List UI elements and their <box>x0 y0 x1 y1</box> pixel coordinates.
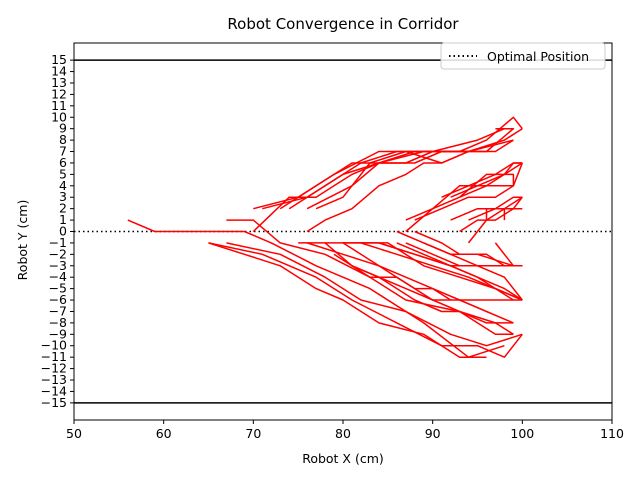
x-tick-label: 50 <box>66 426 82 441</box>
x-tick-label: 100 <box>510 426 534 441</box>
trajectory-line-24 <box>423 242 523 267</box>
trajectory-line-35 <box>485 207 506 221</box>
trajectory-line-34 <box>467 196 523 244</box>
trajectory-line-15 <box>306 242 514 301</box>
y-tick-label: 2 <box>59 201 67 216</box>
y-tick-label: −14 <box>41 383 67 398</box>
x-tick-label: 90 <box>425 426 441 441</box>
y-tick-label: 12 <box>51 86 67 101</box>
y-tick-label: −12 <box>41 361 67 376</box>
y-tick-label: 9 <box>59 121 67 136</box>
y-tick-label: −10 <box>41 338 67 353</box>
trajectory-line-29 <box>432 162 523 210</box>
y-tick-label: −7 <box>49 303 67 318</box>
trajectory-line-30 <box>414 162 523 221</box>
trajectory-line-32 <box>468 196 523 221</box>
y-tick-label: −2 <box>49 246 67 261</box>
y-tick-label: 15 <box>51 52 67 67</box>
y-tick-label: 3 <box>59 189 67 204</box>
trajectory-line-14 <box>298 242 514 336</box>
plot-area <box>74 59 612 404</box>
trajectory-line-17 <box>343 242 523 301</box>
x-tick-label: 60 <box>156 426 172 441</box>
y-tick-label: 10 <box>51 109 67 124</box>
y-tick-label: 0 <box>59 224 67 239</box>
y-tick-label: −15 <box>41 395 67 410</box>
y-tick-label: 8 <box>59 132 67 147</box>
y-tick-label: 11 <box>51 98 67 113</box>
trajectory-line-33 <box>459 196 523 233</box>
y-tick-label: −3 <box>49 258 67 273</box>
chart-title: Robot Convergence in Corridor <box>227 15 459 33</box>
axes: 50 60 70 80 90 100 110−15−14−13−12−11−10−9−8−7… <box>41 42 624 441</box>
y-tick-label: −4 <box>49 269 67 284</box>
y-tick-label: −11 <box>41 349 67 364</box>
trajectory-line-18 <box>360 242 523 301</box>
y-tick-label: 1 <box>59 212 67 227</box>
trajectory-line-3 <box>208 242 487 358</box>
y-tick-label: 7 <box>59 144 67 159</box>
x-tick-label: 110 <box>600 426 624 441</box>
trajectory-line-20 <box>396 242 523 301</box>
trajectory-line-13 <box>252 150 433 233</box>
legend: Optimal Position <box>440 42 606 70</box>
trajectory-line-12 <box>306 162 442 233</box>
trajectory-line-11 <box>315 139 514 210</box>
legend-box <box>440 42 606 70</box>
y-tick-label: 13 <box>51 75 67 90</box>
y-tick-label: −5 <box>49 281 67 296</box>
y-tick-label: −13 <box>41 372 67 387</box>
y-tick-label: 6 <box>59 155 67 170</box>
y-tick-label: −9 <box>49 326 67 341</box>
trajectory-line-9 <box>288 128 505 210</box>
trajectory-line-4 <box>208 242 523 358</box>
trajectory-line-37 <box>333 253 514 324</box>
y-tick-label: −8 <box>49 315 67 330</box>
x-tick-label: 80 <box>335 426 351 441</box>
trajectory-line-26 <box>405 173 515 233</box>
y-tick-label: 14 <box>51 64 67 79</box>
y-tick-label: −1 <box>49 235 67 250</box>
y-tick-label: 4 <box>59 178 67 193</box>
y-axis-label: Robot Y (cm) <box>15 200 30 281</box>
trajectory-line-38 <box>351 265 514 324</box>
trajectory-line-8 <box>279 127 515 210</box>
y-tick-label: 5 <box>59 166 67 181</box>
y-tick-label: −6 <box>49 292 67 307</box>
legend-label-optimal-position: Optimal Position <box>487 49 589 64</box>
trajectory-line-5 <box>226 242 523 347</box>
x-tick-label: 70 <box>245 426 261 441</box>
x-axis-label: Robot X (cm) <box>302 451 384 466</box>
trajectory-line-25 <box>494 242 514 267</box>
